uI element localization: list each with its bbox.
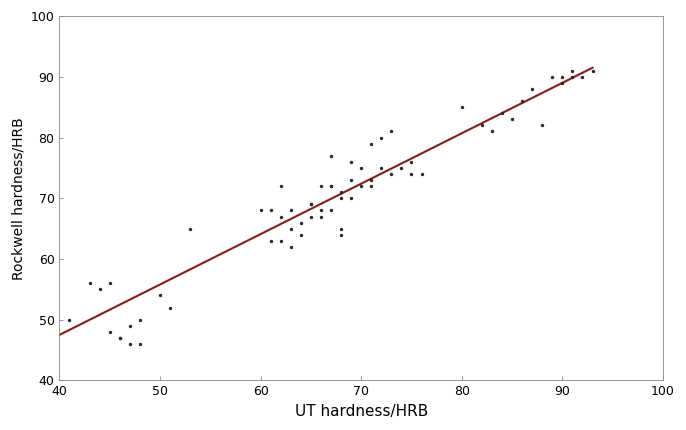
Point — [326, 152, 337, 159]
Point — [104, 329, 115, 335]
Point — [346, 195, 357, 202]
Point — [124, 341, 135, 347]
Point — [124, 322, 135, 329]
Point — [366, 140, 377, 147]
Point — [275, 213, 286, 220]
Point — [376, 165, 387, 172]
Point — [497, 110, 508, 117]
Point — [285, 207, 296, 214]
Point — [456, 104, 467, 111]
Point — [316, 183, 327, 190]
Point — [355, 165, 366, 172]
Point — [285, 243, 296, 250]
Point — [406, 171, 417, 178]
Point — [296, 219, 307, 226]
Point — [305, 201, 316, 208]
Point — [64, 316, 75, 323]
Point — [316, 213, 327, 220]
Point — [517, 98, 528, 104]
Point — [335, 231, 346, 238]
Point — [115, 335, 126, 341]
Point — [557, 80, 568, 86]
Point — [185, 225, 196, 232]
Point — [577, 74, 588, 80]
Point — [154, 292, 165, 299]
Point — [134, 341, 145, 347]
Point — [265, 207, 276, 214]
Point — [346, 158, 357, 165]
Point — [335, 195, 346, 202]
Point — [386, 171, 397, 178]
Point — [587, 68, 598, 74]
Point — [476, 122, 487, 129]
Point — [536, 122, 547, 129]
Point — [255, 207, 266, 214]
Point — [335, 189, 346, 196]
Point — [396, 165, 407, 172]
Point — [316, 207, 327, 214]
Point — [557, 74, 568, 80]
Point — [275, 183, 286, 190]
Point — [567, 74, 578, 80]
Point — [386, 128, 397, 135]
Point — [366, 177, 377, 184]
Point — [506, 116, 517, 123]
Point — [104, 280, 115, 287]
Point — [94, 286, 105, 293]
Point — [346, 177, 357, 184]
Point — [547, 74, 558, 80]
Point — [366, 183, 377, 190]
Point — [305, 213, 316, 220]
Point — [326, 183, 337, 190]
Y-axis label: Rockwell hardness/HRB: Rockwell hardness/HRB — [11, 117, 25, 280]
Point — [84, 280, 95, 287]
Point — [296, 231, 307, 238]
Point — [134, 316, 145, 323]
Point — [486, 128, 497, 135]
Point — [416, 171, 427, 178]
Point — [355, 183, 366, 190]
X-axis label: UT hardness/HRB: UT hardness/HRB — [294, 404, 428, 419]
Point — [376, 134, 387, 141]
Point — [406, 158, 417, 165]
Point — [285, 225, 296, 232]
Point — [567, 68, 578, 74]
Point — [265, 237, 276, 244]
Point — [165, 304, 176, 311]
Point — [335, 225, 346, 232]
Point — [305, 201, 316, 208]
Point — [326, 207, 337, 214]
Point — [326, 183, 337, 190]
Point — [275, 237, 286, 244]
Point — [527, 86, 538, 92]
Point — [115, 335, 126, 341]
